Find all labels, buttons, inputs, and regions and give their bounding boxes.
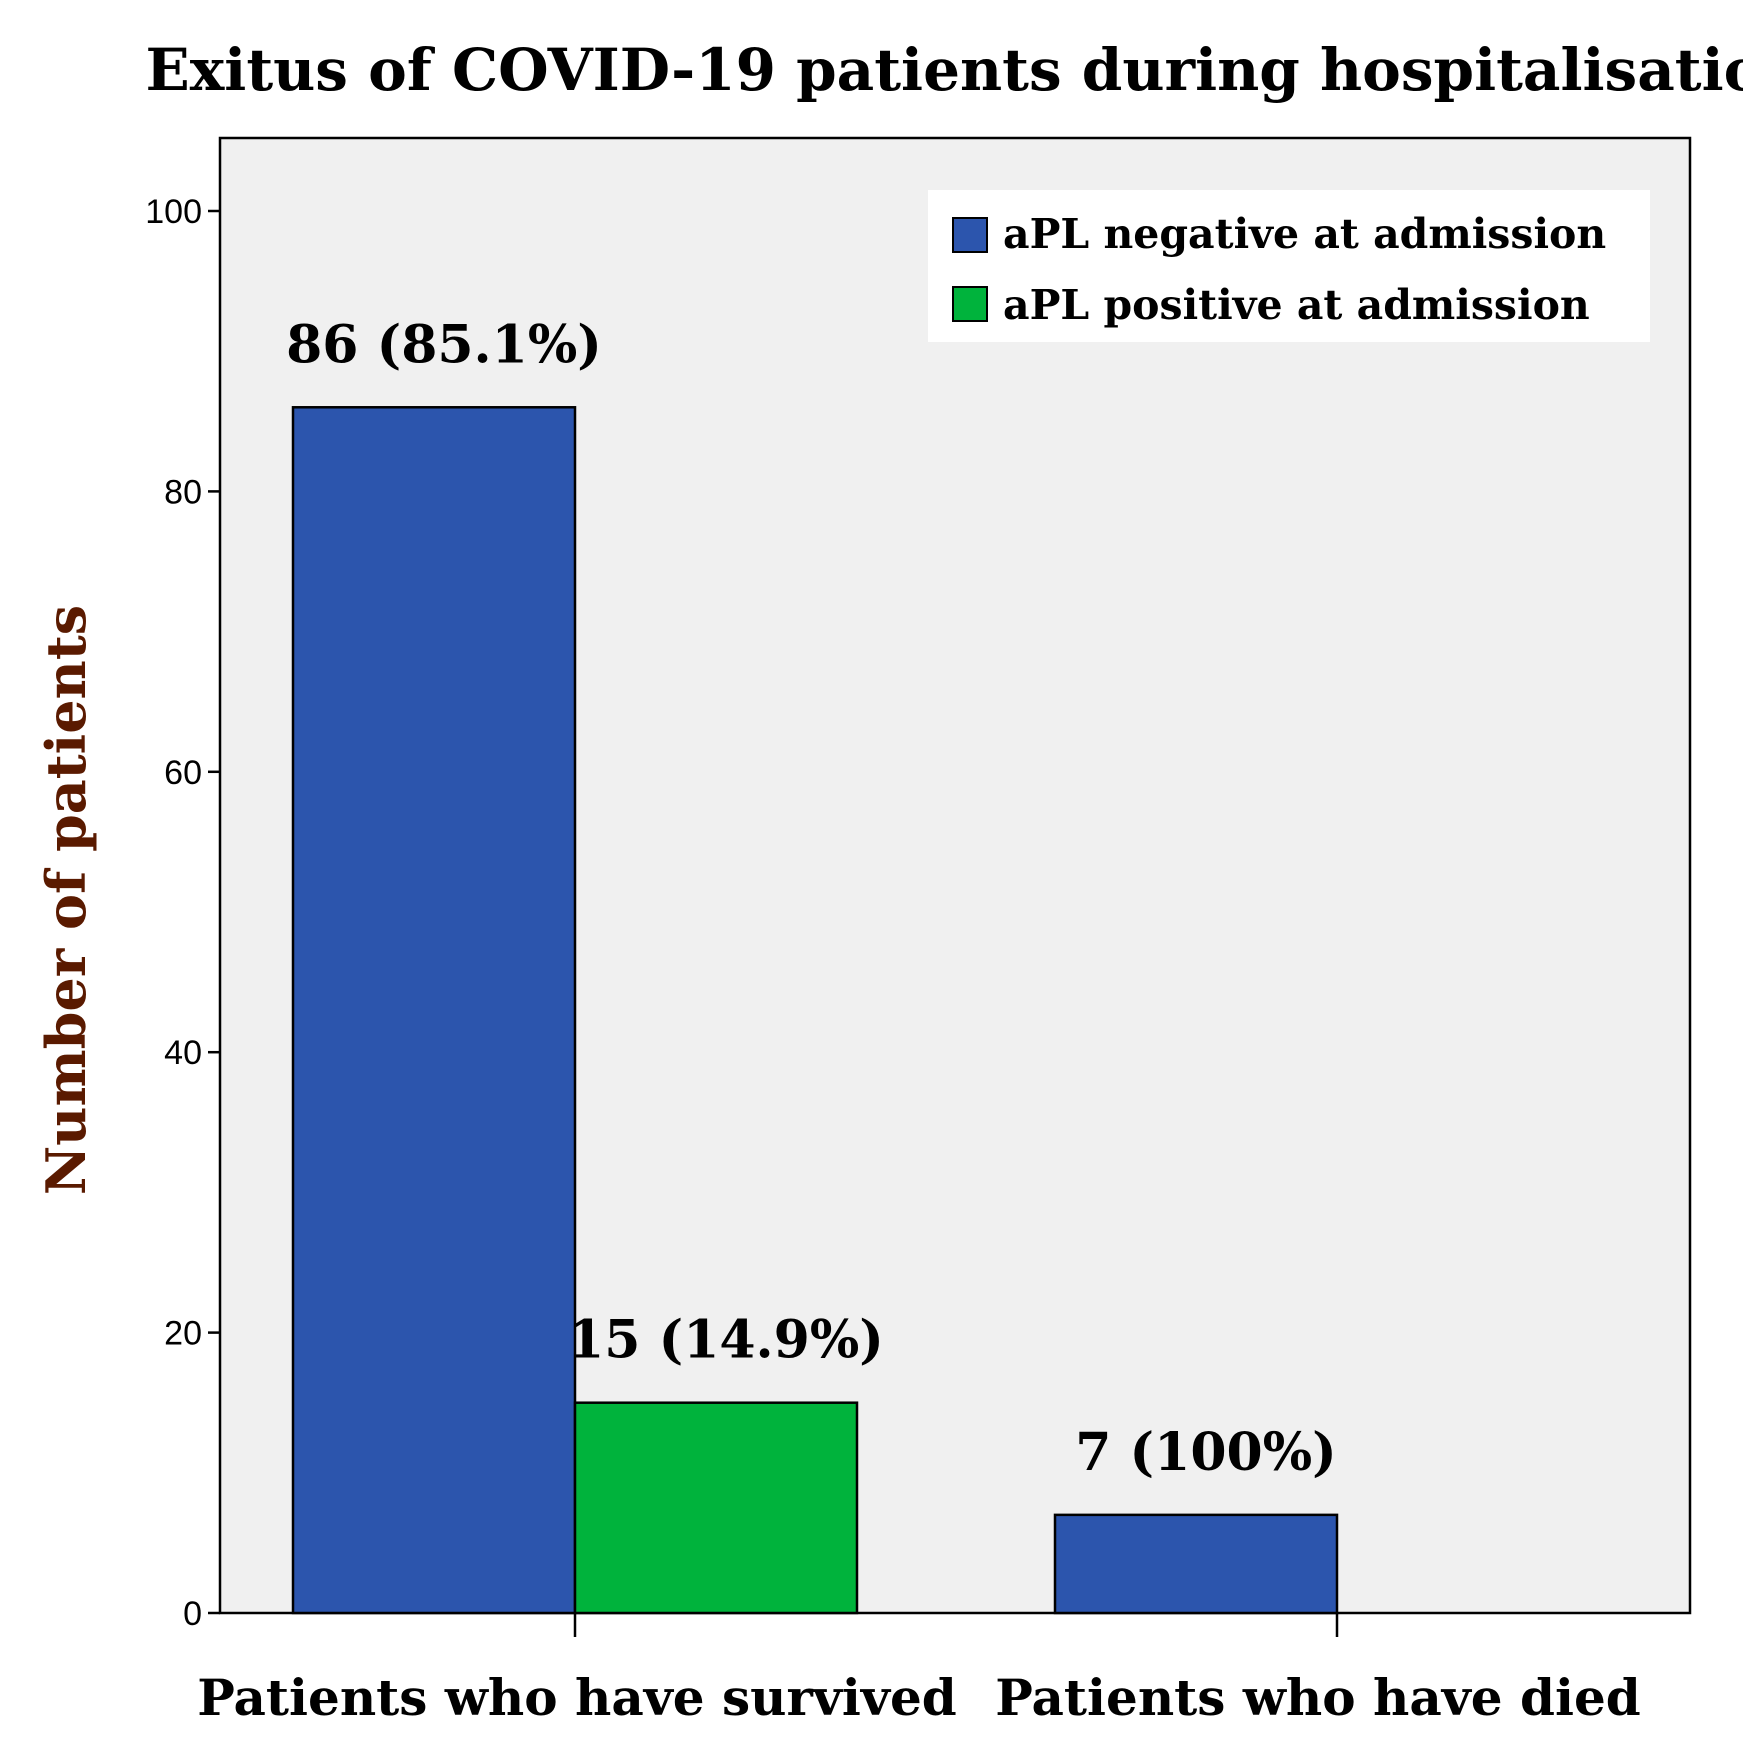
y-tick-label: 60 (164, 754, 202, 792)
y-tick-label: 20 (164, 1315, 202, 1353)
legend-swatch-apl-negative (952, 217, 988, 253)
data-labels: 86 (85.1%) 15 (14.9%) 7 (100%) (286, 314, 1337, 1483)
legend-label-apl-negative: aPL negative at admission (1003, 210, 1606, 258)
legend-label-apl-positive: aPL positive at admission (1003, 281, 1590, 329)
data-label: 15 (14.9%) (568, 1310, 884, 1371)
bar-apl-positive-survived (573, 1401, 859, 1615)
x-category-label: Patients who have survived (197, 1668, 956, 1727)
y-tick-label: 80 (164, 473, 202, 511)
legend-swatch-apl-positive (952, 286, 988, 322)
data-label: 7 (100%) (1075, 1422, 1336, 1483)
y-tick-label: 100 (145, 193, 202, 231)
legend: aPL negative at admission aPL positive a… (928, 190, 1650, 342)
bar-series (291, 406, 1339, 1615)
bar-apl-negative-died (1053, 1513, 1339, 1615)
legend-background (928, 190, 1650, 342)
chart-title: Exitus of COVID-19 patients during hospi… (146, 36, 1743, 104)
x-axis: Patients who have survived Patients who h… (197, 1613, 1641, 1727)
y-axis-label: Number of patients (34, 605, 98, 1195)
y-axis: 0 20 40 60 80 100 (145, 193, 220, 1633)
data-label: 86 (85.1%) (286, 314, 602, 375)
x-category-label: Patients who have died (995, 1668, 1640, 1727)
y-tick-label: 0 (183, 1595, 202, 1633)
bar-apl-negative-survived (291, 406, 577, 1615)
y-tick-label: 40 (164, 1034, 202, 1072)
